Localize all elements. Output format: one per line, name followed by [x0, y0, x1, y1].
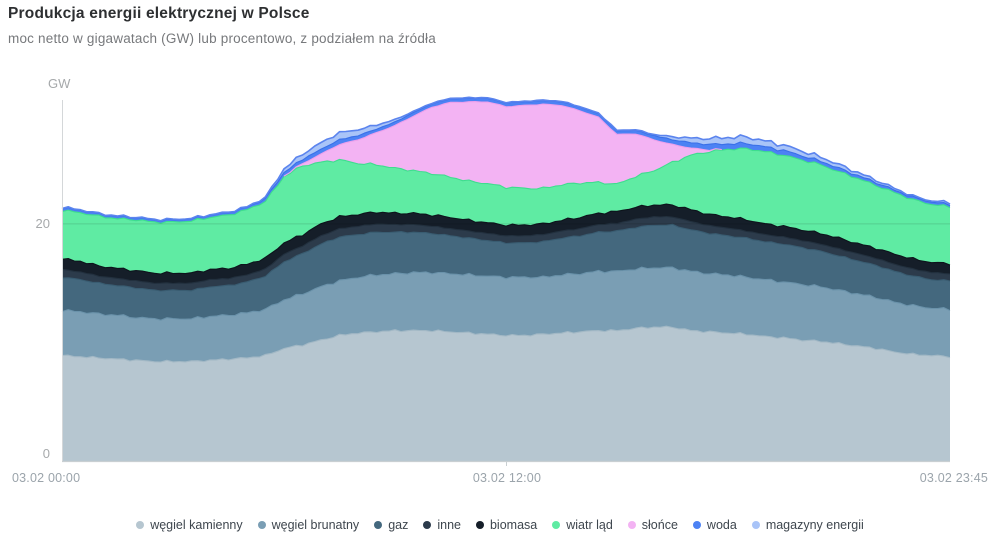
legend-label-slonce: słońce	[641, 518, 678, 532]
stacked-area-chart[interactable]	[61, 90, 951, 468]
legend-label-wiatr-lad: wiatr ląd	[566, 518, 613, 532]
area-slonce[interactable]	[62, 101, 950, 224]
legend-item-wiatr-lad[interactable]: wiatr ląd	[552, 518, 613, 532]
legend-color-dot-biomasa	[475, 521, 484, 529]
legend-label-wegiel-brunatny: węgiel brunatny	[271, 518, 360, 532]
legend-label-gaz: gaz	[388, 518, 409, 532]
legend-color-dot-wegiel-kamienny	[136, 521, 145, 529]
legend-item-wegiel-brunatny[interactable]: węgiel brunatny	[257, 518, 360, 532]
legend-label-wegiel-kamienny: węgiel kamienny	[150, 518, 243, 532]
legend-item-gaz[interactable]: gaz	[374, 518, 408, 532]
legend-color-dot-inne	[423, 521, 432, 529]
legend-color-dot-magazyny-energii	[751, 521, 760, 529]
area-biomasa[interactable]	[62, 204, 950, 284]
area-wegiel-kamienny[interactable]	[62, 326, 950, 461]
area-edge-wegiel-kamienny	[61, 325, 951, 363]
area-wegiel-brunatny[interactable]	[62, 267, 950, 362]
area-edge-slonce	[283, 101, 722, 177]
area-edge-inne	[61, 215, 951, 285]
legend-item-slonce[interactable]: słońce	[627, 518, 678, 532]
area-edge-wegiel-brunatny	[61, 266, 951, 321]
legend-color-dot-wiatr-lad	[552, 521, 561, 529]
area-edge-magazyny-energii	[61, 96, 951, 222]
area-inne[interactable]	[62, 216, 950, 292]
legend-label-magazyny-energii: magazyny energii	[765, 518, 864, 532]
page-subtitle: moc netto w gigawatach (GW) lub procento…	[8, 31, 436, 46]
y-tick-20: 20	[35, 216, 50, 231]
x-tick-middle: 03.02 12:00	[472, 471, 542, 485]
page-title: Produkcja energii elektrycznej w Polsce	[8, 5, 310, 22]
legend-color-dot-slonce	[627, 521, 636, 529]
legend-item-inne[interactable]: inne	[423, 518, 461, 532]
y-tick-0: 0	[42, 446, 50, 461]
area-gaz[interactable]	[62, 224, 950, 321]
legend-item-biomasa[interactable]: biomasa	[475, 518, 538, 532]
x-tick-start: 03.02 00:00	[12, 471, 81, 485]
legend-label-biomasa: biomasa	[489, 518, 538, 532]
x-tick-end: 03.02 23:45	[919, 471, 988, 485]
y-axis-unit-label: GW	[48, 76, 71, 91]
legend-item-wegiel-kamienny[interactable]: węgiel kamienny	[136, 518, 243, 532]
legend-color-dot-gaz	[374, 521, 383, 529]
legend-label-woda: woda	[706, 518, 737, 532]
legend-color-dot-woda	[692, 521, 701, 529]
legend-item-magazyny-energii[interactable]: magazyny energii	[751, 518, 864, 532]
area-edge-gaz	[61, 223, 951, 292]
area-edge-wiatr-lad	[61, 147, 951, 224]
chart-legend: węgiel kamienny węgiel brunatny gaz inne bio…	[0, 518, 1000, 532]
area-edge-biomasa	[61, 203, 951, 275]
legend-label-inne: inne	[437, 518, 461, 532]
legend-item-woda[interactable]: woda	[692, 518, 737, 532]
legend-color-dot-wegiel-brunatny	[257, 521, 266, 529]
